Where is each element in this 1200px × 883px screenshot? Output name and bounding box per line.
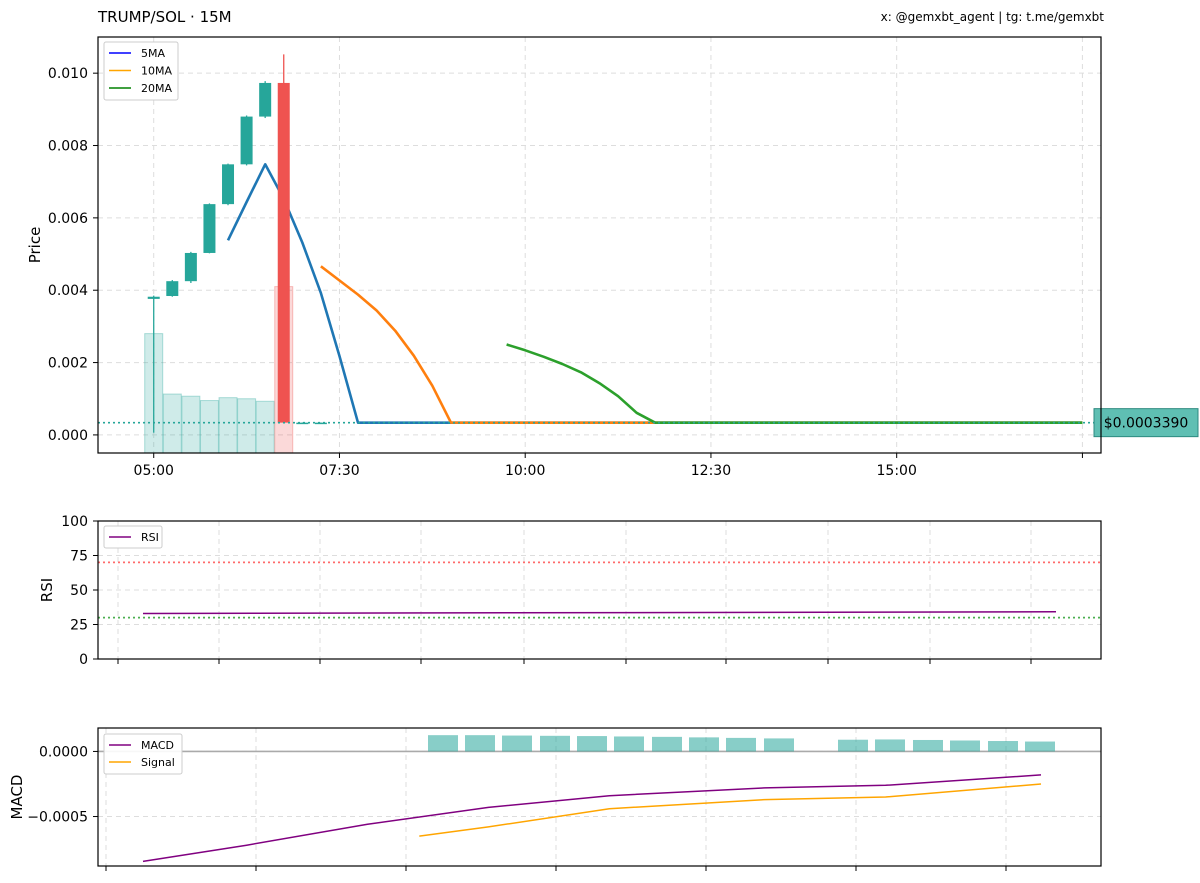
x-tick-label: 15:00 bbox=[877, 463, 917, 479]
y-tick-label: 0.0000 bbox=[39, 744, 88, 760]
ma-line-5ma bbox=[226, 163, 1083, 425]
macd-panel: −0.0005 0.0000 MACD MACD Signal bbox=[8, 727, 1102, 871]
y-tick-label: 100 bbox=[61, 514, 88, 530]
volume-bar bbox=[199, 400, 219, 454]
macd-frame bbox=[97, 727, 1102, 867]
histogram-bar bbox=[875, 739, 905, 752]
histogram-bar bbox=[428, 735, 458, 752]
y-tick-label: 75 bbox=[70, 549, 88, 565]
y-axis-label: Price bbox=[26, 227, 44, 264]
histogram-bar bbox=[764, 738, 794, 752]
credit-text: x: @gemxbt_agent | tg: t.me/gemxbt bbox=[880, 10, 1104, 24]
volume-bar bbox=[181, 395, 201, 454]
y-tick-label: −0.0005 bbox=[27, 810, 88, 826]
macd-line bbox=[142, 774, 1042, 863]
histogram-bar bbox=[502, 735, 532, 752]
candle-body bbox=[314, 422, 327, 425]
legend-label: 5MA bbox=[141, 47, 165, 60]
y-tick-label: 50 bbox=[70, 583, 88, 599]
volume-bar bbox=[162, 393, 182, 454]
rsi-panel: 0 25 50 75 100 RSI RSI bbox=[38, 514, 1102, 668]
ma-line-10ma bbox=[320, 265, 1083, 425]
histogram-bar bbox=[950, 740, 980, 752]
volume-bar bbox=[255, 400, 275, 454]
y-axis-label: MACD bbox=[8, 775, 26, 820]
signal-line bbox=[419, 783, 1042, 837]
y-tick-label: 0.002 bbox=[48, 356, 88, 372]
ma-line-20ma bbox=[506, 343, 1083, 425]
legend-label: MACD bbox=[141, 739, 174, 752]
histogram-bar bbox=[1025, 741, 1055, 752]
y-tick-label: 0.008 bbox=[48, 139, 88, 155]
legend-label: RSI bbox=[141, 531, 159, 544]
rsi-frame bbox=[97, 520, 1102, 660]
candle-body bbox=[203, 204, 216, 253]
y-tick-label: 0.010 bbox=[48, 66, 88, 82]
legend-label: 10MA bbox=[141, 65, 172, 78]
price-frame bbox=[97, 36, 1102, 454]
last-price-label: $0.0003390 bbox=[1104, 416, 1189, 432]
volume-bar bbox=[218, 397, 238, 454]
histogram-bar bbox=[540, 735, 570, 752]
histogram-bar bbox=[614, 736, 644, 752]
histogram-bar bbox=[465, 735, 495, 752]
histogram-bar bbox=[577, 736, 607, 752]
y-axis-label: RSI bbox=[38, 578, 56, 602]
histogram-bar bbox=[689, 737, 719, 752]
y-tick-label: 0.006 bbox=[48, 211, 88, 227]
x-tick-label: 12:30 bbox=[691, 463, 731, 479]
legend-label: 20MA bbox=[141, 82, 172, 95]
legend-label: Signal bbox=[141, 756, 175, 769]
chart-title: TRUMP/SOL · 15M bbox=[98, 8, 232, 26]
legend-box bbox=[103, 525, 163, 549]
price-panel: $0.0003390 0.000 0.002 0.004 0.006 0.008 0.010… bbox=[26, 36, 1199, 479]
candle-body bbox=[277, 82, 290, 423]
histogram-bar bbox=[988, 741, 1018, 752]
y-tick-label: 0.000 bbox=[48, 428, 88, 444]
volume-bar bbox=[237, 398, 257, 454]
candle-body bbox=[222, 164, 235, 205]
histogram-bar bbox=[913, 739, 943, 752]
y-tick-label: 0.004 bbox=[48, 283, 88, 299]
legend-box bbox=[103, 41, 179, 101]
candle-body bbox=[240, 116, 253, 165]
x-tick-label: 05:00 bbox=[134, 463, 174, 479]
x-tick-label: 10:00 bbox=[505, 463, 545, 479]
last-price-tag bbox=[1093, 408, 1199, 438]
candle-body bbox=[259, 82, 272, 117]
candle-body bbox=[184, 252, 197, 282]
y-tick-label: 0 bbox=[79, 652, 88, 668]
histogram-bar bbox=[652, 736, 682, 752]
histogram-bar bbox=[838, 739, 868, 752]
legend-box bbox=[103, 733, 183, 775]
x-tick-label: 07:30 bbox=[319, 463, 359, 479]
candle-body bbox=[147, 296, 160, 299]
histogram-bar bbox=[726, 737, 756, 752]
candle-body bbox=[166, 281, 179, 297]
candle-body bbox=[296, 422, 309, 425]
y-tick-label: 25 bbox=[70, 618, 88, 634]
rsi-line bbox=[142, 611, 1057, 615]
